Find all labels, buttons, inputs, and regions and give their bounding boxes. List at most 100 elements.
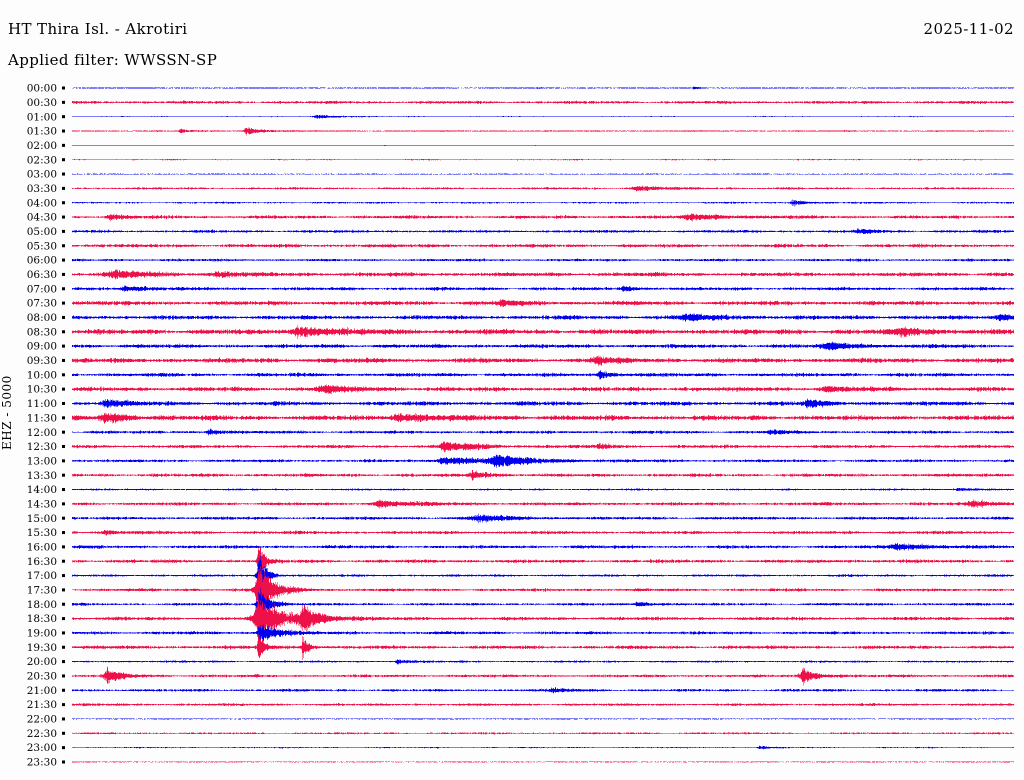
trace-0430: [72, 212, 1014, 223]
time-tick-label: 04:00: [27, 197, 57, 209]
trace-1830: [72, 595, 1014, 643]
time-tick-label: 08:00: [27, 312, 57, 324]
row-tick: [62, 545, 65, 549]
page-header: HT Thira Isl. - Akrotiri Applied filter:…: [0, 0, 1024, 80]
trace-1100: [72, 398, 1014, 410]
trace-2100: [72, 687, 1014, 694]
trace-0030: [72, 100, 1014, 105]
trace-2000: [72, 658, 1014, 665]
row-tick: [62, 115, 65, 119]
time-tick-label: 09:00: [27, 341, 57, 353]
time-tick-label: 03:30: [27, 183, 57, 195]
time-tick-label: 16:00: [27, 541, 57, 553]
row-tick: [62, 559, 65, 563]
trace-0930: [72, 354, 1014, 367]
trace-2300: [72, 745, 1014, 750]
time-tick-label: 03:00: [27, 169, 57, 181]
row-tick: [62, 129, 65, 133]
trace-2330: [72, 761, 1014, 763]
time-tick-label: 17:00: [27, 570, 57, 582]
row-tick: [62, 674, 65, 678]
row-tick: [62, 287, 65, 291]
time-tick-label: 12:30: [27, 441, 57, 453]
row-tick: [62, 746, 65, 750]
time-tick-label: 18:00: [27, 599, 57, 611]
row-tick: [62, 100, 65, 104]
time-tick-label: 01:00: [27, 111, 57, 123]
time-tick-label: 08:30: [27, 326, 57, 338]
time-tick-label: 09:30: [27, 355, 57, 367]
trace-1000: [72, 370, 1014, 380]
time-tick-label: 05:00: [27, 226, 57, 238]
time-tick-label: 15:00: [27, 513, 57, 525]
row-tick: [62, 502, 65, 506]
trace-1930: [72, 631, 1014, 661]
trace-1730: [72, 560, 1014, 611]
trace-0800: [72, 312, 1014, 323]
row-tick: [62, 315, 65, 319]
row-tick: [62, 172, 65, 176]
time-tick-label: 06:30: [27, 269, 57, 281]
trace-0000: [72, 86, 1014, 90]
row-tick: [62, 602, 65, 606]
trace-0830: [72, 324, 1014, 340]
row-tick: [62, 301, 65, 305]
trace-0100: [72, 114, 1014, 120]
row-tick: [62, 201, 65, 205]
trace-0200: [72, 144, 1014, 146]
row-tick: [62, 445, 65, 448]
time-tick-label: 10:30: [27, 384, 57, 396]
trace-0630: [72, 268, 1014, 280]
trace-0530: [72, 243, 1014, 249]
trace-0500: [72, 228, 1014, 235]
row-tick: [62, 488, 65, 492]
trace-1500: [72, 513, 1014, 524]
time-tick-label: 06:00: [27, 255, 57, 267]
trace-1600: [72, 542, 1014, 552]
row-tick: [62, 660, 65, 664]
time-tick-label: 07:30: [27, 298, 57, 310]
trace-1400: [72, 487, 1014, 492]
trace-0730: [72, 298, 1014, 308]
time-tick-label: 17:30: [27, 585, 57, 597]
time-tick-label: 19:00: [27, 628, 57, 640]
time-tick-label: 05:30: [27, 240, 57, 252]
trace-1300: [72, 454, 1014, 469]
time-tick-label: 00:00: [27, 83, 57, 95]
trace-0330: [72, 184, 1014, 192]
time-tick-label: 22:30: [27, 728, 57, 740]
row-tick: [62, 186, 65, 190]
time-tick-label: 07:00: [27, 283, 57, 295]
trace-2200: [72, 718, 1014, 720]
trace-1530: [72, 529, 1014, 537]
time-tick-label: 18:30: [27, 613, 57, 625]
time-tick-label: 04:30: [27, 212, 57, 224]
trace-2230: [72, 731, 1014, 735]
row-tick: [62, 258, 65, 262]
row-tick: [62, 617, 65, 621]
time-tick-label: 02:30: [27, 154, 57, 166]
trace-1430: [72, 499, 1014, 510]
row-tick: [62, 158, 65, 162]
row-tick: [62, 401, 65, 405]
row-tick: [62, 272, 65, 276]
helicorder-svg: 00:00 00:30 01:00 01:30 02:00 02:30 03:00 03:30…: [27, 83, 1014, 769]
row-tick: [62, 330, 65, 334]
station-title: HT Thira Isl. - Akrotiri: [8, 20, 188, 38]
trace-1200: [72, 428, 1014, 437]
row-tick: [62, 731, 65, 735]
row-tick: [62, 760, 65, 764]
row-tick: [62, 215, 65, 219]
trace-2030: [72, 666, 1014, 686]
time-tick-label: 22:00: [27, 714, 57, 726]
helicorder-plot: 00:00 00:30 01:00 01:30 02:00 02:30 03:00 03:30…: [0, 80, 1024, 780]
row-tick: [62, 358, 65, 362]
time-tick-label: 15:30: [27, 527, 57, 539]
time-tick-label: 20:00: [27, 656, 57, 668]
row-tick: [62, 430, 65, 434]
row-tick: [62, 143, 65, 147]
trace-1230: [72, 440, 1014, 453]
row-tick: [62, 516, 65, 520]
time-tick-label: 23:30: [27, 757, 57, 769]
